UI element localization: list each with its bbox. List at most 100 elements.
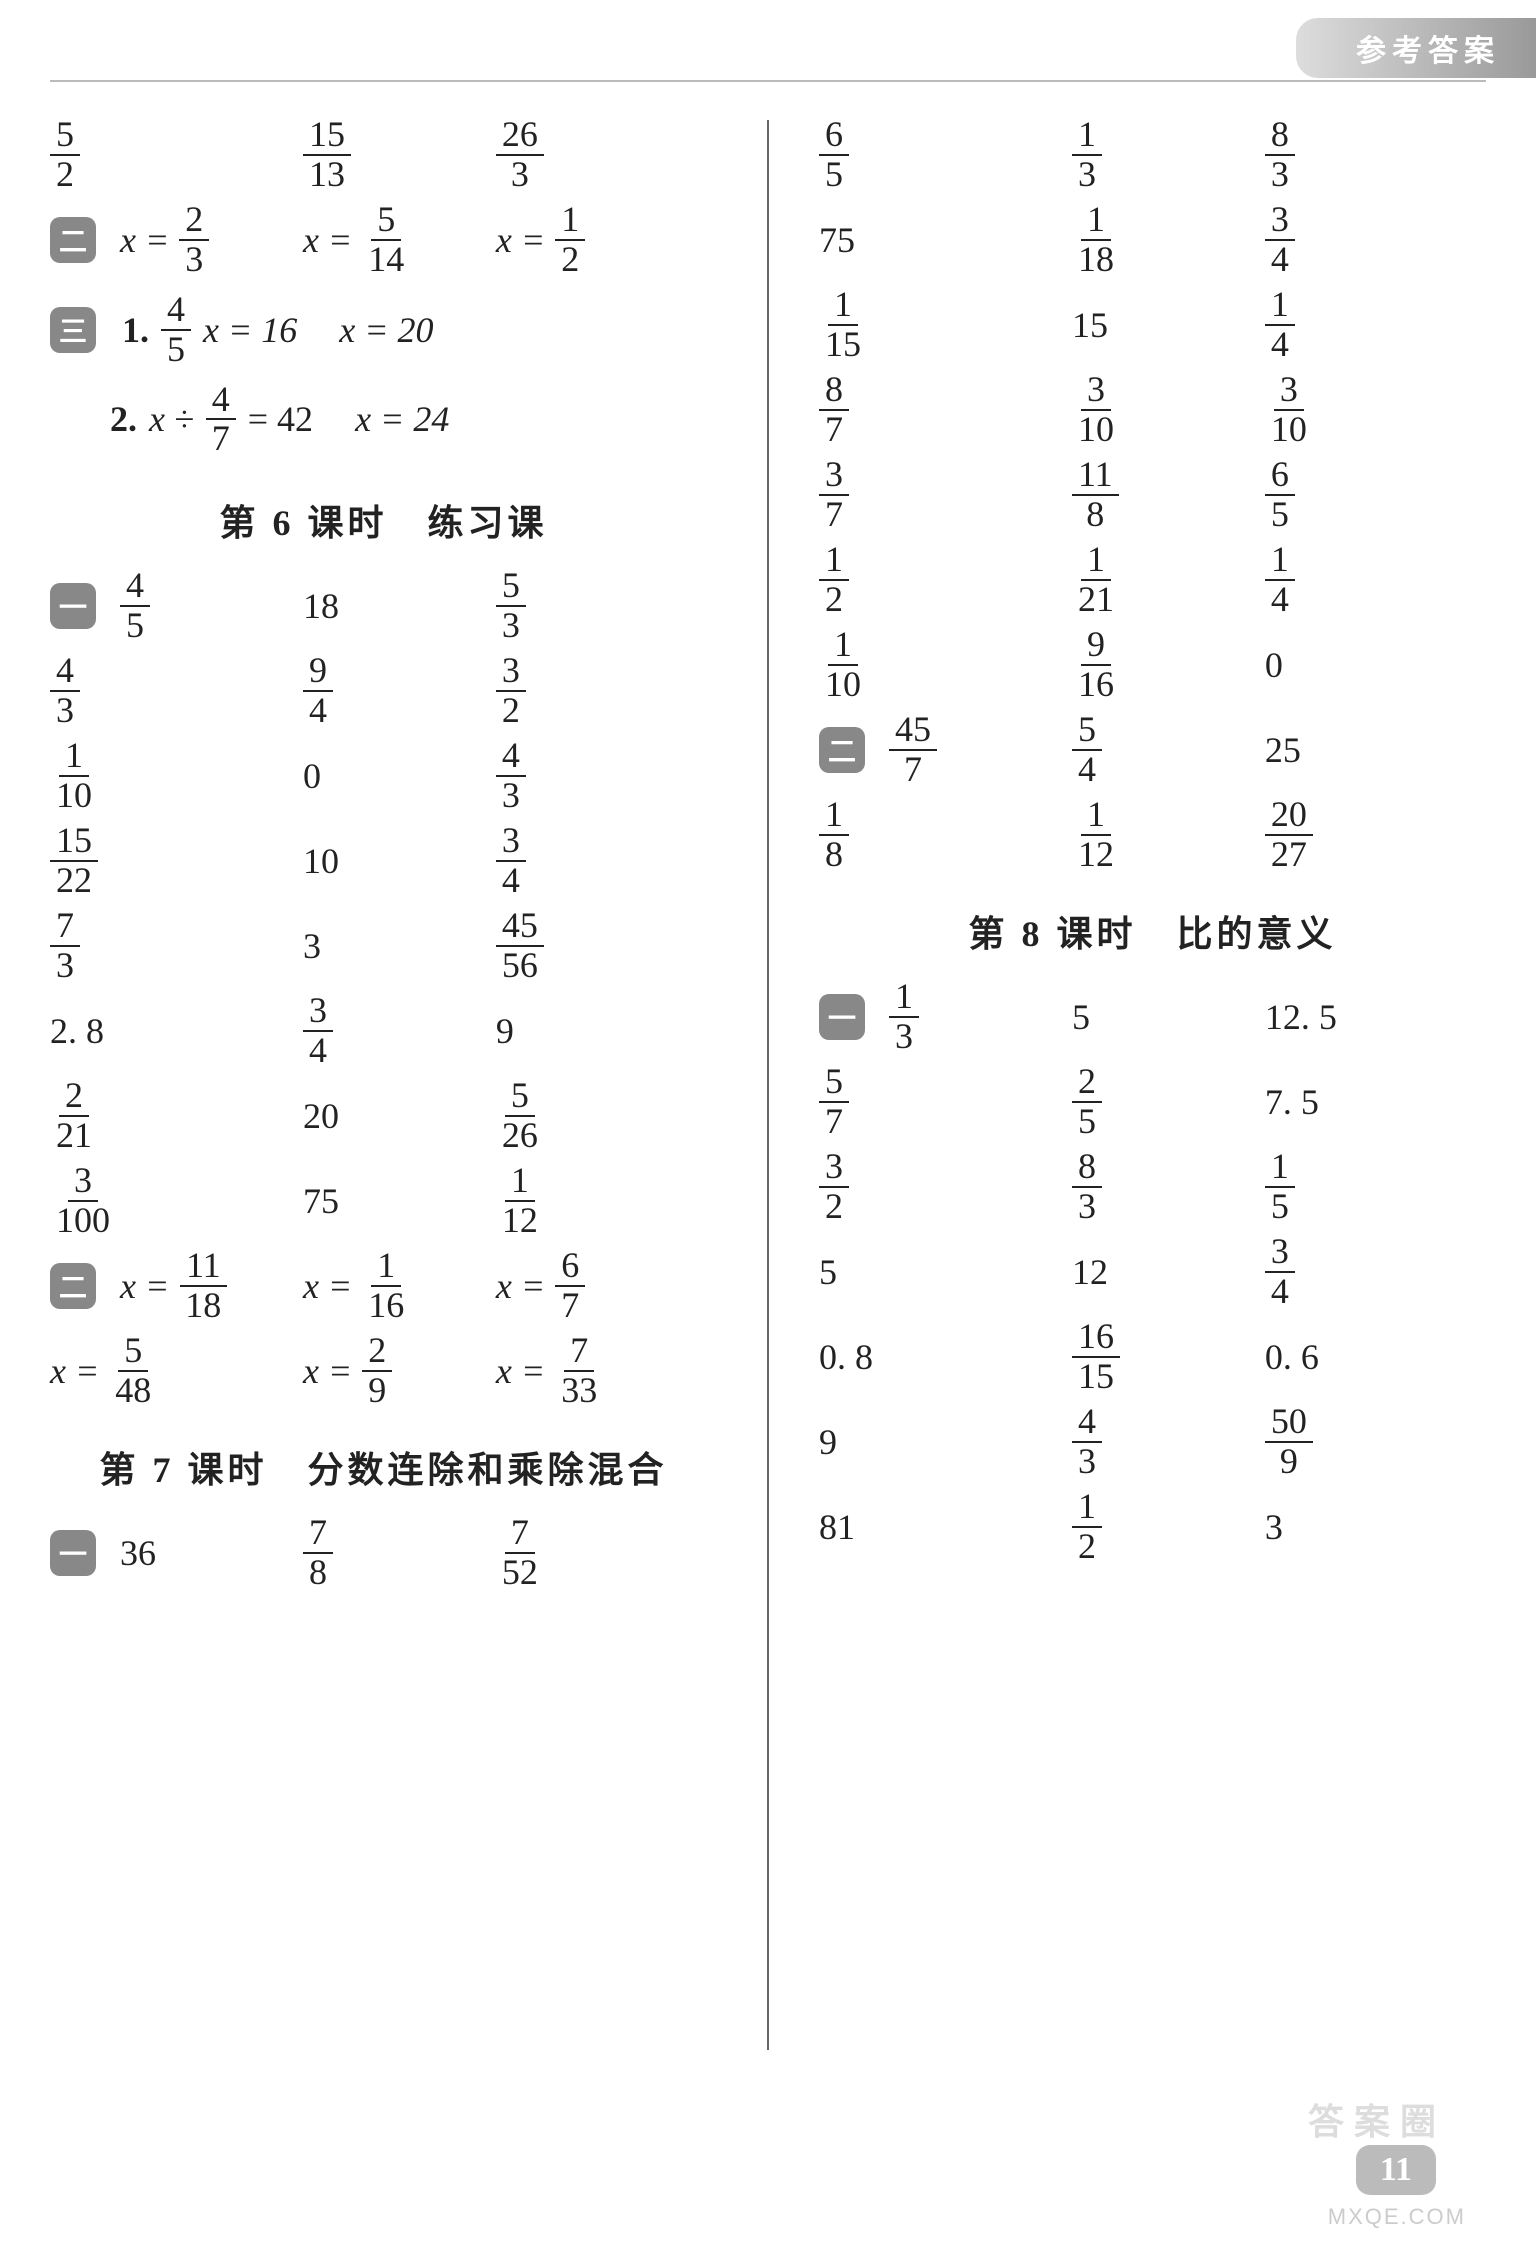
badge-icon: 二 (819, 727, 865, 773)
fraction: 14 (1265, 286, 1295, 364)
fraction: 12 (819, 541, 849, 619)
fraction: 65 (819, 116, 849, 194)
value: 9 (496, 1010, 514, 1052)
fraction: 37 (819, 456, 849, 534)
row: 52 1513 263 (40, 115, 727, 195)
value: 5 (819, 1251, 837, 1293)
fraction: 52 (50, 116, 80, 194)
row: 二4575425 (809, 710, 1496, 790)
fraction: 54 (1072, 711, 1102, 789)
fraction: 221 (50, 1077, 98, 1155)
fraction: 45 (120, 567, 150, 645)
fraction: 12 (555, 201, 585, 279)
value: 36 (120, 1532, 156, 1574)
row: 115 15 14 (809, 285, 1496, 365)
fraction: 43 (496, 737, 526, 815)
fraction: 13 (1072, 116, 1102, 194)
left-col: 521513263 二x =23x =514x =12 三1. 45x = 16… (0, 110, 767, 2050)
fraction: 121 (1072, 541, 1120, 619)
value: 75 (303, 1180, 339, 1222)
fraction: 34 (496, 822, 526, 900)
fraction: 733 (555, 1332, 603, 1410)
row: 51234 (809, 1232, 1496, 1312)
fraction: 23 (179, 201, 209, 279)
fraction: 1118 (179, 1247, 227, 1325)
row: x =548x =29x =733 (40, 1331, 727, 1411)
fraction: 110 (50, 737, 98, 815)
value: 5 (1072, 996, 1090, 1038)
fraction: 1615 (1072, 1318, 1120, 1396)
fraction: 1513 (303, 116, 351, 194)
row: 9 43 509 (809, 1402, 1496, 1482)
eq-line: 三1. 45x = 16x = 20 (40, 285, 727, 375)
value: 2. 8 (50, 1010, 104, 1052)
fraction: 43 (1072, 1403, 1102, 1481)
fraction: 12 (1072, 1488, 1102, 1566)
badge-icon: 二 (50, 217, 96, 263)
row: 310075112 (40, 1161, 727, 1241)
fraction: 548 (109, 1332, 157, 1410)
fraction: 514 (362, 201, 410, 279)
fraction: 73 (50, 907, 80, 985)
row: 87 310 310 (809, 370, 1496, 450)
section-title-8: 第 8 课时 比的意义 (809, 905, 1496, 957)
page-number: 11 (1356, 2145, 1436, 2195)
value: 12 (1072, 1251, 1108, 1293)
rule (50, 80, 1486, 82)
row: 12 121 14 (809, 540, 1496, 620)
row: 一451853 (40, 566, 727, 646)
row: 110 916 0 (809, 625, 1496, 705)
fraction: 115 (819, 286, 867, 364)
badge-icon: 一 (819, 994, 865, 1040)
fraction: 526 (496, 1077, 544, 1155)
value: 0. 6 (1265, 1336, 1319, 1378)
row: 75 118 34 (809, 200, 1496, 280)
fraction: 3100 (50, 1162, 116, 1240)
fraction: 916 (1072, 626, 1120, 704)
fraction: 509 (1265, 1403, 1313, 1481)
value: 81 (819, 1506, 855, 1548)
fraction: 67 (555, 1247, 585, 1325)
value: 0 (303, 755, 321, 797)
value: 15 (1072, 304, 1108, 346)
fraction: 32 (819, 1148, 849, 1226)
value: 0 (1265, 644, 1283, 686)
badge-icon: 一 (50, 583, 96, 629)
row: 15221034 (40, 821, 727, 901)
fraction: 310 (1072, 371, 1120, 449)
fraction: 87 (819, 371, 849, 449)
right-col: 6513837511834115151487310310371186512121… (769, 110, 1536, 2050)
value: 3 (303, 925, 321, 967)
fraction: 118 (1072, 201, 1120, 279)
fraction: 1522 (50, 822, 98, 900)
fraction: 110 (819, 626, 867, 704)
value: 25 (1265, 729, 1301, 771)
value: 3 (1265, 1506, 1283, 1548)
fraction: 14 (1265, 541, 1295, 619)
value: 75 (819, 219, 855, 261)
section-title-7: 第 7 课时 分数连除和乘除混合 (40, 1441, 727, 1493)
row: 22120526 (40, 1076, 727, 1156)
fraction: 45 (161, 291, 191, 369)
row: 2. 8349 (40, 991, 727, 1071)
row: 一13512. 5 (809, 977, 1496, 1057)
eq-line: 2. x ÷47= 42x = 24 (40, 375, 727, 465)
page: 参考答案 521513263 二x =23x =514x =12 三1. 45x… (0, 0, 1536, 2255)
header-tab: 参考答案 (1296, 18, 1536, 78)
row: 81 12 3 (809, 1487, 1496, 1567)
row: 328315 (809, 1147, 1496, 1227)
fraction: 752 (496, 1514, 544, 1592)
watermark-cn: 答案圈 (1308, 2093, 1446, 2145)
fraction: 263 (496, 116, 544, 194)
value: 18 (303, 585, 339, 627)
fraction: 34 (1265, 201, 1295, 279)
row: 57257. 5 (809, 1062, 1496, 1142)
value: 12. 5 (1265, 996, 1337, 1038)
value: 9 (819, 1421, 837, 1463)
fraction: 310 (1265, 371, 1313, 449)
fraction: 57 (819, 1063, 849, 1141)
badge-icon: 三 (50, 307, 96, 353)
fraction: 15 (1265, 1148, 1295, 1226)
fraction: 83 (1265, 116, 1295, 194)
row: 3711865 (809, 455, 1496, 535)
